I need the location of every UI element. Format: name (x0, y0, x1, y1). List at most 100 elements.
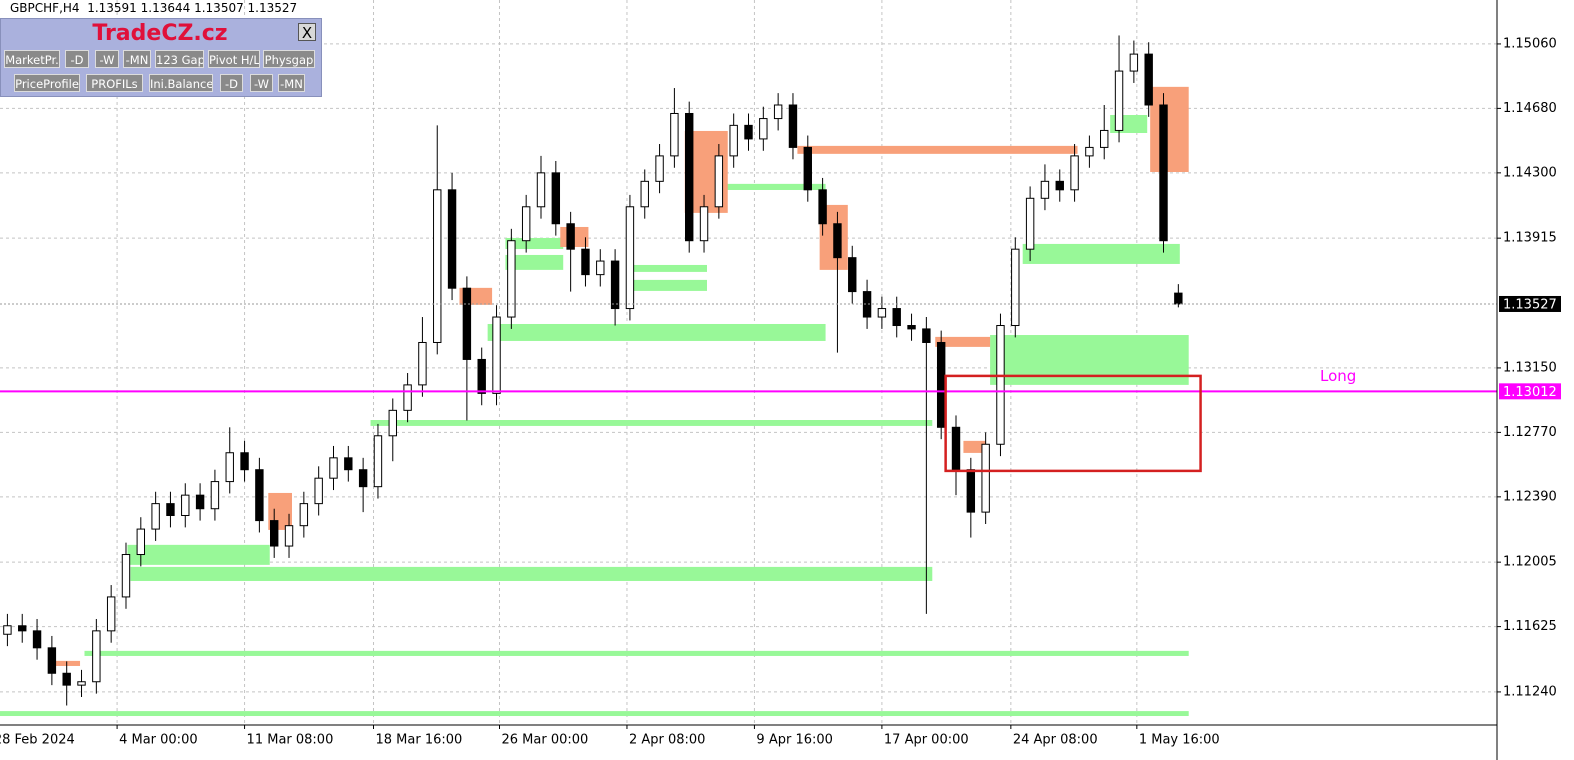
candle-body (788, 104, 798, 148)
candle-body (848, 257, 857, 293)
zone (127, 544, 270, 565)
candle-body (403, 384, 412, 411)
x-tick-label: 9 Apr 16:00 (756, 733, 833, 748)
y-tick-label: 1.12390 (1503, 489, 1557, 504)
candle-body (744, 124, 753, 140)
candle-body (773, 104, 783, 120)
candle-body (536, 172, 546, 208)
candle-body (685, 112, 694, 242)
header: GBPCHF,H4 1.13591 1.13644 1.13507 1.1352… (10, 1, 297, 15)
zone (487, 323, 826, 341)
zone (130, 566, 933, 581)
panel-title: TradeCZ.cz (92, 21, 228, 46)
candle-body (1144, 53, 1153, 106)
close-button[interactable]: X (298, 23, 316, 42)
candle-body (1129, 53, 1139, 72)
last-low: 1.13507 (194, 1, 244, 15)
level-tag (1499, 383, 1561, 400)
candle-body (507, 240, 516, 318)
candle-body (951, 426, 961, 471)
button[interactable]: -D (65, 50, 89, 68)
candle-body (151, 503, 160, 530)
button[interactable]: MarketPr. (4, 50, 60, 68)
candle-body (877, 308, 887, 318)
candle-body (699, 206, 709, 242)
candle-body (47, 647, 57, 674)
candle-body (32, 630, 42, 649)
x-tick-label: 26 Mar 00:00 (501, 733, 588, 748)
zone (0, 711, 1189, 717)
candle-body (329, 457, 338, 479)
candle-body (284, 525, 294, 547)
candle-body (714, 155, 724, 208)
candle-body (210, 481, 220, 510)
candle-body (670, 112, 679, 157)
candle-body (1025, 197, 1035, 250)
y-tick-label: 1.15060 (1503, 36, 1557, 51)
x-tick-label: 17 Apr 00:00 (884, 733, 969, 748)
button[interactable]: -MN (278, 74, 305, 92)
level-label: 1.13012 (1503, 385, 1557, 400)
candle-body (551, 172, 561, 225)
last-close: 1.13527 (247, 1, 298, 15)
x-tick-label: 1 May 16:00 (1139, 733, 1220, 748)
candle-body (759, 118, 768, 140)
candle-body (833, 223, 842, 259)
zone (84, 650, 1189, 656)
button[interactable]: -W (250, 74, 273, 92)
grid (0, 0, 1497, 725)
last-high: 1.13644 (140, 1, 191, 15)
zone (50, 660, 81, 666)
candle-body (62, 672, 71, 686)
button[interactable]: Ini.Balance (149, 74, 213, 92)
candle-body (581, 248, 590, 276)
candle-body (1085, 146, 1094, 157)
y-tick-label: 1.14300 (1503, 165, 1557, 180)
candle-body (358, 469, 368, 488)
candle-body (521, 206, 531, 242)
button[interactable]: -D (220, 74, 243, 92)
candle-body (1070, 155, 1079, 191)
y-tick-label: 1.13915 (1503, 231, 1557, 246)
candle-body (373, 435, 383, 488)
button[interactable]: PROFILs (86, 74, 143, 92)
x-tick-label: 18 Mar 16:00 (376, 733, 463, 748)
button[interactable]: -W (95, 50, 119, 68)
candle-body (655, 155, 664, 182)
zone (721, 183, 826, 190)
button[interactable]: 123 Gap (155, 50, 204, 68)
button[interactable]: Pivot H/L (208, 50, 260, 68)
candle-body (344, 457, 353, 471)
x-tick-label: 24 Apr 08:00 (1013, 733, 1098, 748)
y-tick-label: 1.13150 (1503, 360, 1557, 375)
y-tick-label: 1.14680 (1503, 101, 1557, 116)
candle-body (240, 452, 249, 471)
zone (1022, 243, 1180, 264)
y-tick-label: 1.12770 (1503, 425, 1557, 440)
zone (990, 335, 1189, 385)
candle-body (433, 189, 442, 343)
candle-body (996, 325, 1005, 445)
button[interactable]: PriceProfile (14, 74, 80, 92)
candle-body (922, 328, 931, 343)
candle-body (225, 452, 234, 483)
y-tick-label: 1.11240 (1503, 684, 1557, 699)
candle-body (418, 341, 427, 386)
candle-body (299, 503, 309, 527)
candle-body (77, 681, 86, 686)
candle-body (388, 409, 397, 437)
button[interactable]: -MN (123, 50, 151, 68)
candle-body (1100, 129, 1109, 148)
candle-body (166, 503, 175, 517)
candle-body (1040, 180, 1050, 199)
candle-body (981, 443, 990, 513)
candle-body (1055, 180, 1064, 191)
candle-body (818, 189, 827, 225)
candle-body (803, 146, 812, 191)
zone (505, 254, 564, 270)
button[interactable]: Physgap (263, 50, 315, 68)
candle-body (610, 260, 620, 310)
candle-body (892, 308, 901, 327)
